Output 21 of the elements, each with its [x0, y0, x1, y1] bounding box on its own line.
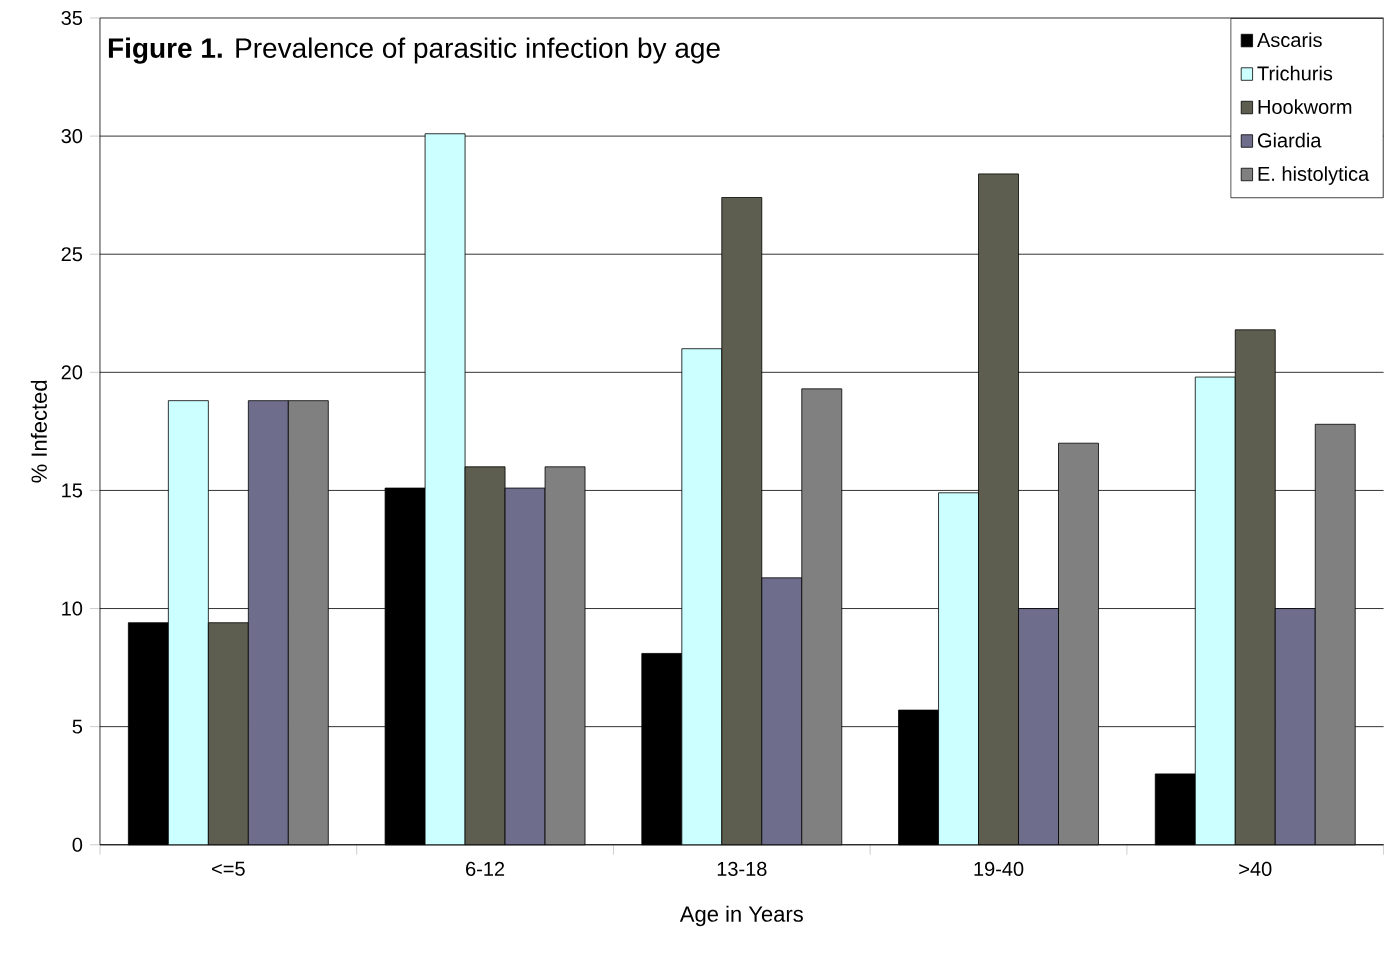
y-tick-label: 20 [61, 365, 83, 380]
x-tick-label: 6-12 [466, 861, 505, 877]
legend-label: E. histolytica [1258, 166, 1370, 186]
y-tick-label: 0 [72, 837, 83, 852]
y-tick-label: 15 [62, 483, 83, 498]
legend-label: Giardia [1257, 132, 1322, 148]
legend-label: Hookworm [1258, 99, 1352, 115]
y-tick-label: 5 [72, 719, 83, 734]
x-tick-label: >40 [1239, 861, 1272, 877]
legend-label: Ascaris [1257, 32, 1322, 48]
y-tick-label: 35 [61, 11, 83, 26]
y-tick-label: 25 [61, 247, 83, 262]
y-tick-label: 30 [61, 129, 83, 144]
x-axis-title: Age in Years [679, 905, 803, 927]
x-tick-label: 13-18 [717, 861, 767, 877]
legend-label: Trichuris [1257, 66, 1333, 81]
x-tick-label: <=5 [212, 861, 245, 876]
y-axis-title: % Infected [30, 380, 47, 483]
x-tick-label: 19-40 [974, 861, 1024, 877]
y-tick-label: 10 [62, 601, 83, 616]
text: Figure 1. Prevalence of parasitic infection by age [108, 37, 720, 64]
